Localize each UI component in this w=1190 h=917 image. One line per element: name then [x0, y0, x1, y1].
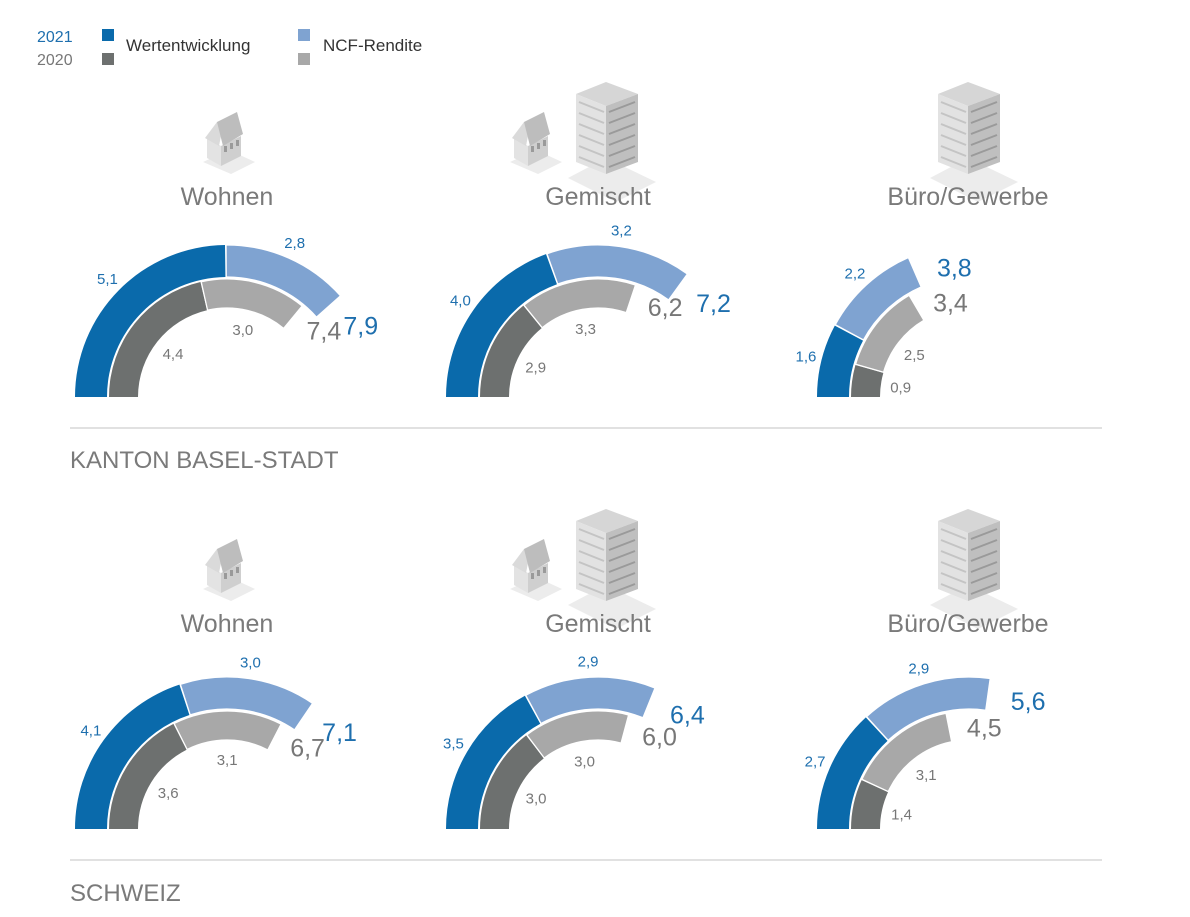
label-total-2021: 5,6	[1011, 688, 1046, 716]
label-ncf-yield-2020: 3,1	[916, 767, 937, 784]
label-value-change-2021: 2,7	[805, 754, 826, 771]
label-ncf-yield-2021: 2,2	[845, 266, 866, 283]
chart-basel-gemischt: Gemischt 4,0 3,2 7,2 2,9 3,3 6,2	[446, 82, 731, 397]
label-value-change-2021: 1,6	[796, 348, 817, 365]
arc-ncf-yield-2020	[854, 294, 925, 373]
label-total-2020: 6,7	[290, 735, 325, 763]
label-value-change-2021: 4,0	[450, 293, 471, 310]
house-icon	[203, 539, 255, 601]
arc-value-change-2020	[109, 282, 207, 397]
label-total-2020: 7,4	[307, 317, 342, 345]
legend: 2021 2020 Wertentwicklung NCF-Rendite	[37, 29, 422, 69]
legend-swatch-value-2021	[102, 29, 114, 41]
chart-title: Gemischt	[545, 183, 651, 211]
label-total-2021: 6,4	[670, 701, 705, 729]
house-and-office-icon	[510, 82, 656, 202]
charts: Wohnen 5,1 2,8 7,9 4,4 3,0 7,4 Gemischt 4,0 3,2 7,…	[75, 82, 1049, 829]
label-value-change-2020: 4,4	[163, 346, 184, 363]
arc-value-change-2021	[817, 325, 864, 397]
arc-ncf-yield-2021	[179, 676, 314, 731]
label-ncf-yield-2021: 2,9	[908, 661, 929, 678]
chart-title: Gemischt	[545, 610, 651, 638]
arc-ncf-yield-2020	[861, 712, 953, 793]
label-value-change-2020: 0,9	[890, 380, 911, 397]
arc-ncf-yield-2020	[200, 278, 303, 330]
house-icon	[203, 112, 255, 174]
label-ncf-yield-2020: 3,0	[232, 322, 253, 339]
arc-ncf-yield-2021	[225, 244, 342, 318]
office-building-icon	[930, 82, 1018, 202]
legend-label-value-change: Wertentwicklung	[126, 36, 250, 55]
arc-ncf-yield-2020	[523, 278, 637, 329]
label-total-2020: 3,4	[933, 290, 968, 318]
label-total-2021: 7,2	[696, 290, 731, 318]
label-value-change-2020: 2,9	[525, 359, 546, 376]
legend-year-2021: 2021	[37, 29, 73, 46]
arc-value-change-2020	[480, 735, 544, 829]
label-total-2020: 6,2	[648, 294, 683, 322]
label-total-2020: 6,0	[642, 723, 677, 751]
label-ncf-yield-2020: 3,0	[574, 753, 595, 770]
chart-basel-buero-gewerbe: Büro/Gewerbe 1,6 2,2 3,8 0,9 2,5 3,4	[796, 82, 1049, 397]
arc-value-change-2021	[817, 717, 888, 829]
label-ncf-yield-2021: 2,9	[578, 653, 599, 670]
arc-value-change-2020	[851, 364, 884, 397]
arc-ncf-yield-2021	[865, 676, 991, 742]
label-value-change-2020: 1,4	[891, 806, 912, 823]
chart-schweiz-gemischt: Gemischt 3,5 2,9 6,4 3,0 3,0 6,0	[443, 509, 705, 829]
label-value-change-2021: 3,5	[443, 735, 464, 752]
label-value-change-2020: 3,6	[158, 785, 179, 802]
office-building-icon	[930, 509, 1018, 629]
label-total-2021: 7,9	[343, 312, 378, 340]
label-ncf-yield-2021: 2,8	[284, 235, 305, 252]
section-label-basel: KANTON BASEL-STADT	[70, 447, 339, 474]
arc-ncf-yield-2020	[525, 710, 630, 759]
arc-value-change-2021	[75, 684, 190, 829]
label-total-2020: 4,5	[967, 715, 1002, 743]
chart-schweiz-wohnen: Wohnen 4,1 3,0 7,1 3,6 3,1 6,7	[75, 539, 357, 829]
label-ncf-yield-2020: 2,5	[904, 347, 925, 364]
label-ncf-yield-2021: 3,0	[240, 655, 261, 672]
arc-ncf-yield-2021	[834, 256, 922, 341]
label-value-change-2020: 3,0	[526, 790, 547, 807]
label-ncf-yield-2020: 3,3	[575, 321, 596, 338]
label-value-change-2021: 5,1	[97, 271, 118, 288]
arc-ncf-yield-2020	[173, 710, 282, 751]
house-and-office-icon	[510, 509, 656, 629]
label-value-change-2021: 4,1	[80, 723, 101, 740]
label-total-2021: 3,8	[937, 254, 972, 282]
chart-title: Büro/Gewerbe	[887, 610, 1048, 638]
chart-title: Wohnen	[181, 610, 274, 638]
legend-year-2020: 2020	[37, 52, 73, 69]
arc-value-change-2020	[109, 723, 187, 829]
chart-title: Wohnen	[181, 183, 274, 211]
arc-ncf-yield-2021	[525, 676, 656, 725]
arc-value-change-2021	[75, 245, 226, 397]
chart-schweiz-buero-gewerbe: Büro/Gewerbe 2,7 2,9 5,6 1,4 3,1 4,5	[805, 509, 1049, 829]
label-ncf-yield-2020: 3,1	[217, 752, 238, 769]
arc-value-change-2020	[851, 780, 889, 829]
legend-swatch-ncf-2020	[298, 53, 310, 65]
chart-title: Büro/Gewerbe	[887, 183, 1048, 211]
arc-value-change-2021	[446, 695, 541, 829]
legend-label-ncf-yield: NCF-Rendite	[323, 36, 422, 55]
legend-swatch-ncf-2021	[298, 29, 310, 41]
label-ncf-yield-2021: 3,2	[611, 223, 632, 240]
arc-value-change-2020	[480, 305, 542, 397]
section-label-schweiz: SCHWEIZ	[70, 880, 181, 907]
arc-value-change-2021	[446, 254, 557, 397]
chart-basel-wohnen: Wohnen 5,1 2,8 7,9 4,4 3,0 7,4	[75, 112, 378, 397]
label-total-2021: 7,1	[322, 719, 357, 747]
legend-swatch-value-2020	[102, 53, 114, 65]
arc-ncf-yield-2021	[546, 244, 689, 301]
